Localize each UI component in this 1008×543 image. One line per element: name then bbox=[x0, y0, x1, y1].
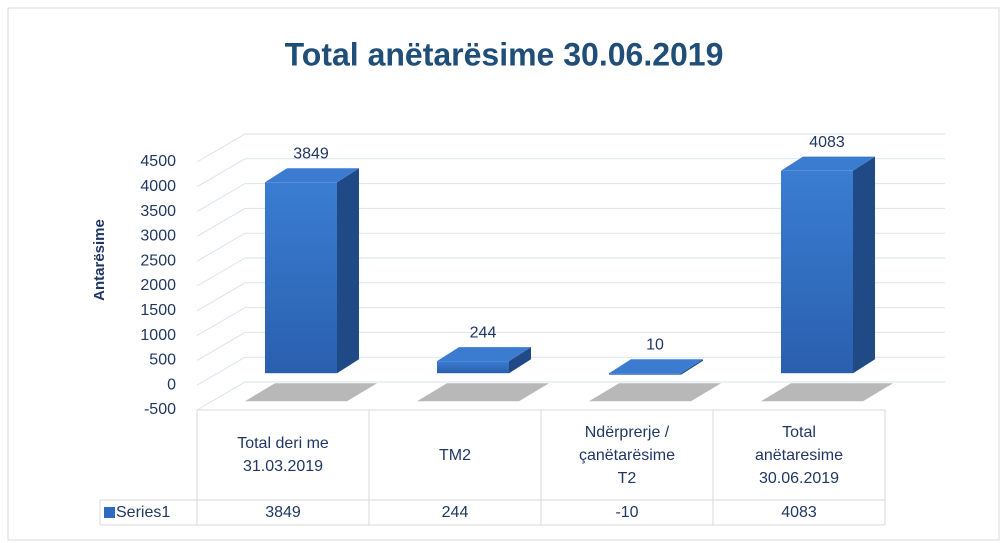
y-tick-label: 4500 bbox=[140, 153, 176, 170]
bar bbox=[437, 361, 509, 374]
grid-line bbox=[196, 356, 945, 386]
grid-line bbox=[196, 381, 945, 411]
bar-side bbox=[337, 168, 359, 374]
bar-shadow bbox=[589, 383, 721, 402]
legend-key bbox=[104, 507, 115, 518]
y-tick-label: 2500 bbox=[140, 252, 176, 269]
bar-shadow bbox=[761, 383, 893, 402]
x-tick-label: Ndërprerje / çanëtarësime T2 bbox=[578, 423, 676, 487]
grid-line bbox=[196, 183, 945, 213]
grid-line bbox=[196, 232, 945, 262]
grid-line bbox=[196, 282, 945, 312]
table-value: 244 bbox=[441, 504, 469, 521]
y-axis-title: Antarësime bbox=[91, 219, 108, 301]
table-value: 3849 bbox=[265, 504, 301, 521]
data-label: 244 bbox=[470, 324, 497, 341]
grid-line bbox=[196, 331, 945, 361]
y-tick-label: 3000 bbox=[140, 228, 176, 245]
y-tick-label: 2000 bbox=[140, 277, 176, 294]
data-label: 4083 bbox=[809, 134, 845, 151]
bar-top bbox=[609, 359, 703, 374]
y-tick-label: -500 bbox=[144, 401, 176, 418]
bar-shadow bbox=[245, 383, 377, 402]
x-tick-label: Total anëtaresime 30.06.2019 bbox=[754, 423, 844, 487]
bar bbox=[781, 170, 853, 374]
bar-side bbox=[681, 359, 703, 375]
data-label: 10 bbox=[646, 336, 664, 353]
bar-top bbox=[437, 347, 531, 362]
y-tick-label: 1000 bbox=[140, 327, 176, 344]
y-tick-label: 500 bbox=[149, 352, 176, 369]
grid-line bbox=[196, 307, 945, 337]
y-tick-label: 3500 bbox=[140, 203, 176, 220]
bar-top bbox=[781, 156, 875, 171]
grid-line bbox=[196, 133, 945, 163]
grid-line bbox=[196, 207, 945, 237]
data-label: 3849 bbox=[293, 146, 329, 163]
chart-title: Total anëtarësime 30.06.2019 bbox=[285, 36, 724, 72]
bar-shadow bbox=[417, 383, 549, 402]
table-value: 4083 bbox=[781, 504, 817, 521]
bar-top bbox=[265, 168, 359, 183]
x-tick-label: TM2 bbox=[439, 446, 471, 464]
table-value: -10 bbox=[615, 504, 639, 521]
x-tick-label: Total deri me 31.03.2019 bbox=[237, 435, 329, 475]
bar bbox=[609, 373, 681, 375]
y-tick-label: 1500 bbox=[140, 302, 176, 319]
grid-line bbox=[196, 257, 945, 287]
y-tick-label: 4000 bbox=[140, 178, 176, 195]
bar-side bbox=[853, 156, 875, 374]
bar bbox=[265, 182, 337, 374]
legend-label: Series1 bbox=[116, 504, 171, 521]
y-tick-label: 0 bbox=[167, 376, 176, 393]
bar-side bbox=[509, 347, 531, 374]
grid-line bbox=[196, 158, 945, 188]
